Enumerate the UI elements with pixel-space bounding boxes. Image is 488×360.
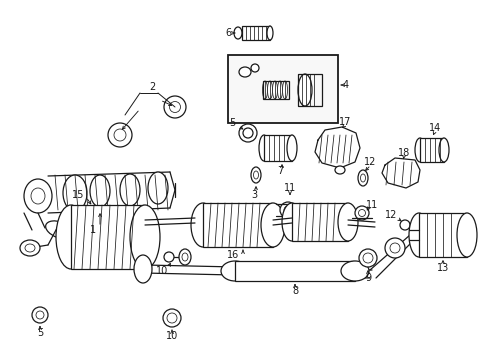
Ellipse shape — [277, 81, 282, 99]
Text: 1: 1 — [90, 225, 96, 235]
Bar — [71, 205, 145, 269]
Ellipse shape — [169, 102, 180, 112]
Bar — [263, 81, 288, 99]
Bar — [203, 203, 272, 247]
Text: 14: 14 — [428, 123, 440, 133]
Ellipse shape — [360, 174, 365, 182]
Ellipse shape — [191, 203, 215, 247]
Ellipse shape — [267, 81, 272, 99]
Text: 9: 9 — [364, 273, 370, 283]
Ellipse shape — [120, 174, 140, 206]
Text: 10: 10 — [156, 266, 168, 276]
Text: 15: 15 — [72, 190, 84, 200]
Ellipse shape — [384, 238, 404, 258]
Bar — [227, 55, 337, 123]
Ellipse shape — [362, 253, 372, 263]
Ellipse shape — [36, 311, 44, 319]
Ellipse shape — [56, 205, 86, 269]
Ellipse shape — [417, 221, 423, 229]
Ellipse shape — [234, 27, 242, 39]
Ellipse shape — [399, 220, 409, 230]
Ellipse shape — [297, 74, 311, 106]
Text: 8: 8 — [291, 286, 298, 296]
Ellipse shape — [456, 213, 476, 257]
Ellipse shape — [163, 252, 174, 262]
Bar — [235, 261, 354, 281]
Ellipse shape — [389, 243, 399, 253]
Ellipse shape — [31, 188, 45, 204]
Text: 6: 6 — [224, 28, 231, 38]
Text: 17: 17 — [338, 117, 350, 127]
Ellipse shape — [250, 167, 261, 183]
Ellipse shape — [45, 221, 74, 239]
Bar — [264, 135, 291, 161]
Ellipse shape — [262, 81, 267, 99]
Text: 18: 18 — [397, 148, 409, 158]
Ellipse shape — [334, 166, 345, 174]
Text: 2: 2 — [148, 82, 155, 92]
Ellipse shape — [108, 123, 132, 147]
Text: 11: 11 — [365, 200, 377, 210]
Ellipse shape — [414, 217, 426, 233]
Text: 13: 13 — [436, 263, 448, 273]
Bar — [419, 138, 443, 162]
Text: 16: 16 — [226, 250, 239, 260]
Bar — [418, 213, 466, 257]
Ellipse shape — [130, 205, 160, 269]
Ellipse shape — [239, 124, 257, 142]
Polygon shape — [381, 158, 419, 188]
Bar — [297, 74, 321, 106]
Ellipse shape — [167, 313, 177, 323]
Ellipse shape — [259, 135, 268, 161]
Ellipse shape — [163, 96, 185, 118]
Ellipse shape — [284, 206, 291, 214]
Ellipse shape — [282, 203, 302, 241]
Ellipse shape — [266, 26, 272, 40]
Ellipse shape — [239, 67, 250, 77]
Ellipse shape — [282, 81, 287, 99]
Ellipse shape — [253, 171, 258, 179]
Ellipse shape — [280, 202, 295, 218]
Ellipse shape — [261, 203, 285, 247]
Ellipse shape — [354, 206, 368, 220]
Ellipse shape — [337, 203, 357, 241]
Ellipse shape — [63, 175, 87, 211]
Ellipse shape — [414, 138, 424, 162]
Ellipse shape — [272, 81, 277, 99]
Text: 12: 12 — [363, 157, 375, 167]
Bar — [291, 203, 347, 241]
Text: 5: 5 — [228, 118, 235, 128]
Text: 4: 4 — [342, 80, 348, 90]
Ellipse shape — [438, 138, 448, 162]
Ellipse shape — [182, 253, 187, 261]
Ellipse shape — [179, 249, 191, 265]
Ellipse shape — [25, 244, 35, 252]
Ellipse shape — [358, 210, 365, 216]
Ellipse shape — [340, 261, 368, 281]
Text: 10: 10 — [165, 331, 178, 341]
Ellipse shape — [148, 172, 168, 204]
Ellipse shape — [357, 170, 367, 186]
Ellipse shape — [408, 213, 428, 257]
Ellipse shape — [20, 240, 40, 256]
Ellipse shape — [163, 309, 181, 327]
Ellipse shape — [286, 135, 296, 161]
Bar — [242, 26, 269, 40]
Ellipse shape — [221, 261, 248, 281]
Ellipse shape — [32, 307, 48, 323]
Text: 5: 5 — [37, 328, 43, 338]
Ellipse shape — [114, 129, 126, 141]
Ellipse shape — [24, 179, 52, 213]
Polygon shape — [314, 127, 359, 168]
Text: 12: 12 — [384, 210, 396, 220]
Ellipse shape — [250, 64, 259, 72]
Text: 7: 7 — [276, 166, 283, 176]
Ellipse shape — [134, 255, 152, 283]
Ellipse shape — [90, 175, 110, 207]
Text: 11: 11 — [284, 183, 296, 193]
Text: 3: 3 — [250, 190, 257, 200]
Ellipse shape — [358, 249, 376, 267]
Ellipse shape — [243, 128, 252, 138]
